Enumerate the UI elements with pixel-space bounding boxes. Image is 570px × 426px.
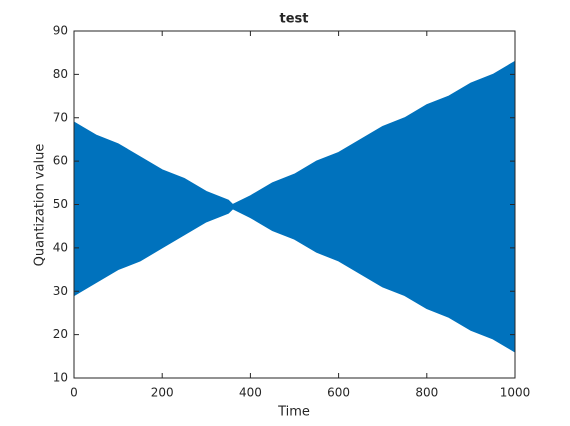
y-tick-label: 30 [53, 284, 68, 298]
x-tick-label: 800 [415, 386, 438, 400]
y-tick-label: 10 [53, 371, 68, 385]
chart-title: test [280, 12, 309, 27]
y-tick-label: 90 [53, 24, 68, 38]
x-tick-label: 400 [239, 386, 262, 400]
y-tick-label: 60 [53, 154, 68, 168]
x-tick-label: 0 [70, 386, 78, 400]
y-tick-label: 80 [53, 67, 68, 81]
y-axis-label: Quantization value [33, 144, 48, 267]
y-tick-label: 20 [53, 327, 68, 341]
x-axis-label: Time [277, 405, 310, 420]
x-tick-label: 200 [151, 386, 174, 400]
x-tick-label: 600 [327, 386, 350, 400]
y-tick-label: 40 [53, 240, 68, 254]
y-tick-label: 50 [53, 197, 68, 211]
y-tick-label: 70 [53, 110, 68, 124]
x-tick-label: 1000 [500, 386, 531, 400]
